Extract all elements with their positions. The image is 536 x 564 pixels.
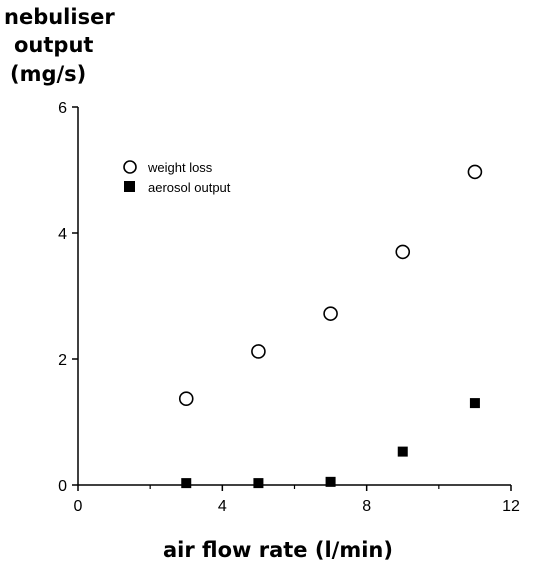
legend-label-weight-loss: weight loss [147, 160, 213, 175]
point-aerosol-output-3 [397, 446, 408, 457]
point-aerosol-output-4 [469, 398, 480, 409]
data-points [178, 164, 483, 489]
y-axis-label-line-2: output [14, 33, 93, 57]
legend-marker-weight-loss [123, 160, 137, 174]
legend: weight loss aerosol output [123, 160, 231, 195]
point-weight-loss-1 [251, 344, 266, 359]
point-weight-loss-4 [467, 164, 483, 180]
y-tick-label-4: 4 [58, 226, 67, 243]
legend-label-aerosol-output: aerosol output [148, 180, 231, 195]
point-weight-loss-3 [395, 244, 411, 260]
x-tick-label-4: 4 [218, 498, 227, 515]
y-axis-label-line-3: (mg/s) [10, 62, 86, 86]
x-tick-label-0: 0 [74, 498, 83, 515]
ticks: 0 2 4 6 0 4 8 12 [58, 100, 520, 515]
y-tick-label-6: 6 [58, 100, 67, 117]
y-tick-label-0: 0 [58, 478, 67, 495]
x-tick-label-12: 12 [502, 498, 520, 515]
axes [77, 107, 511, 486]
y-tick-label-2: 2 [58, 352, 67, 369]
x-tick-label-8: 8 [362, 498, 371, 515]
point-weight-loss-0 [178, 391, 194, 406]
x-axis-label: air flow rate (l/min) [163, 538, 393, 562]
point-weight-loss-2 [323, 306, 338, 321]
point-aerosol-output-2 [325, 476, 336, 487]
y-axis-label-line-1: nebuliser [4, 5, 115, 29]
legend-marker-aerosol-output [124, 181, 135, 192]
point-aerosol-output-1 [253, 478, 264, 489]
point-aerosol-output-0 [181, 478, 192, 489]
